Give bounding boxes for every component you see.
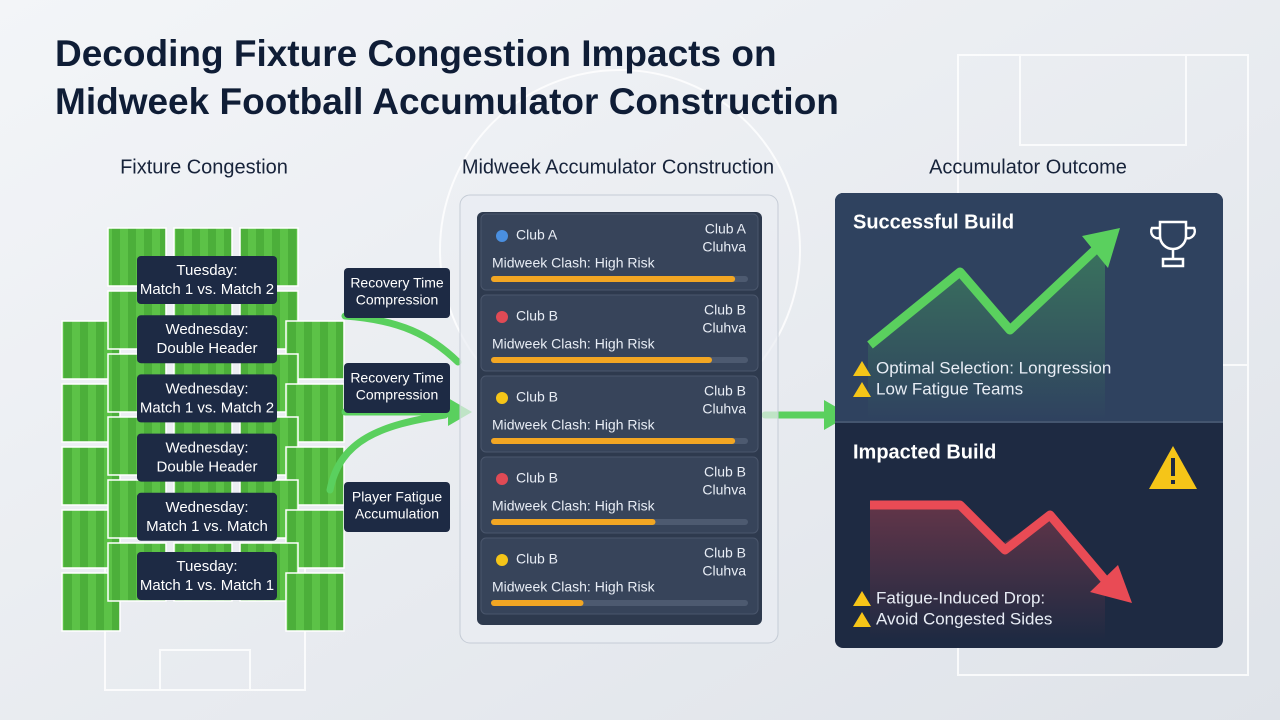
factor-text: Recovery Time (350, 370, 444, 386)
arrow-head (1082, 228, 1120, 268)
fixture-label: Midweek Clash: High Risk (492, 579, 656, 595)
schedule-match: Match 1 vs. Match (146, 518, 268, 535)
factor-text: Player Fatigue (352, 489, 442, 505)
trend-up (867, 246, 1099, 349)
fixture-label: Midweek Clash: High Risk (492, 417, 656, 433)
schedule-match: Double Header (157, 459, 258, 476)
pitch-tile (285, 572, 345, 632)
trophy-icon (1149, 220, 1197, 268)
schedule-day: Wednesday: (165, 321, 248, 338)
fixture-row (480, 294, 759, 372)
team-name: Club B (516, 470, 558, 486)
team-name: Club A (516, 227, 558, 243)
risk-bar (491, 438, 736, 444)
opponent-name: Club B (704, 464, 746, 480)
column-heading: Accumulator Outcome (929, 156, 1127, 178)
opponent-sub: Cluhva (702, 563, 746, 579)
opponent-name: Club B (704, 302, 746, 318)
club-crest (496, 392, 508, 404)
risk-bar (491, 276, 736, 282)
outcome-note: Fatigue-Induced Drop: (876, 588, 1045, 607)
fixture-label: Midweek Clash: High Risk (492, 255, 656, 271)
opponent-name: Club B (704, 383, 746, 399)
schedule-card (137, 256, 277, 304)
fixture-label: Midweek Clash: High Risk (492, 498, 656, 514)
club-crest (496, 311, 508, 323)
factor-box (344, 482, 450, 532)
schedule-match: Match 1 vs. Match 2 (140, 399, 274, 416)
factor-text: Compression (356, 387, 438, 403)
warning-icon (853, 591, 871, 606)
outcome-note: Avoid Congested Sides (876, 609, 1052, 628)
club-crest (496, 473, 508, 485)
outcome-title: Impacted Build (853, 441, 996, 463)
outcome-note: Optimal Selection: Longression (876, 358, 1111, 377)
club-crest (496, 230, 508, 242)
schedule-day: Tuesday: (176, 558, 237, 575)
column-heading: Midweek Accumulator Construction (462, 156, 774, 178)
opponent-name: Club A (705, 221, 747, 237)
team-name: Club B (516, 551, 558, 567)
schedule-day: Wednesday: (165, 380, 248, 397)
opponent-sub: Cluhva (702, 482, 746, 498)
factor-box (344, 268, 450, 318)
risk-bar (491, 519, 656, 525)
opponent-name: Club B (704, 545, 746, 561)
fixture-label: Midweek Clash: High Risk (492, 336, 656, 352)
schedule-card (137, 552, 277, 600)
outcome-title: Successful Build (853, 211, 1014, 233)
factor-text: Accumulation (355, 506, 439, 522)
fixture-row (480, 537, 759, 615)
team-name: Club B (516, 308, 558, 324)
club-crest (496, 554, 508, 566)
arrow-head (1090, 565, 1132, 603)
trend-area (868, 245, 1105, 420)
warning-icon (853, 612, 871, 627)
title: Decoding Fixture Congestion Impacts on (55, 33, 777, 74)
opponent-sub: Cluhva (702, 320, 746, 336)
factor-box (344, 363, 450, 413)
content: Tuesday: Match 1 vs. Match 2 Wednesday: Dou… (137, 211, 1111, 628)
team-name: Club B (516, 389, 558, 405)
factor-text: Recovery Time (350, 275, 444, 291)
fixture-row (480, 456, 759, 534)
outcome-note: Low Fatigue Teams (876, 379, 1023, 398)
title: Midweek Football Accumulator Constructio… (55, 81, 839, 122)
column-heading: Fixture Congestion (120, 156, 288, 178)
drop-area (870, 505, 1105, 640)
warning-icon (853, 361, 871, 376)
trend-down (870, 500, 1109, 583)
opponent-sub: Cluhva (702, 401, 746, 417)
risk-bar (491, 357, 713, 363)
fixture-row (480, 213, 759, 291)
schedule-card (137, 492, 277, 541)
schedule-day: Wednesday: (165, 440, 248, 457)
warning-icon (1149, 446, 1197, 489)
schedule-day: Tuesday: (176, 262, 237, 279)
schedule-day: Wednesday: (165, 499, 248, 516)
schedule-match: Match 1 vs. Match 1 (140, 577, 274, 594)
schedule-card (137, 315, 277, 364)
opponent-sub: Cluhva (702, 239, 746, 255)
warning-icon (853, 382, 871, 397)
schedule-match: Double Header (157, 340, 258, 357)
schedule-match: Match 1 vs. Match 2 (140, 281, 274, 298)
schedule-card (137, 374, 277, 423)
factor-text: Compression (356, 292, 438, 308)
schedule-card (137, 433, 277, 482)
risk-bar (491, 600, 584, 606)
fixture-row (480, 375, 759, 453)
